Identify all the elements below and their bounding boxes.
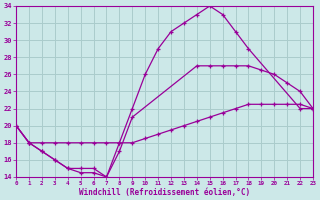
X-axis label: Windchill (Refroidissement éolien,°C): Windchill (Refroidissement éolien,°C) [79,188,250,197]
